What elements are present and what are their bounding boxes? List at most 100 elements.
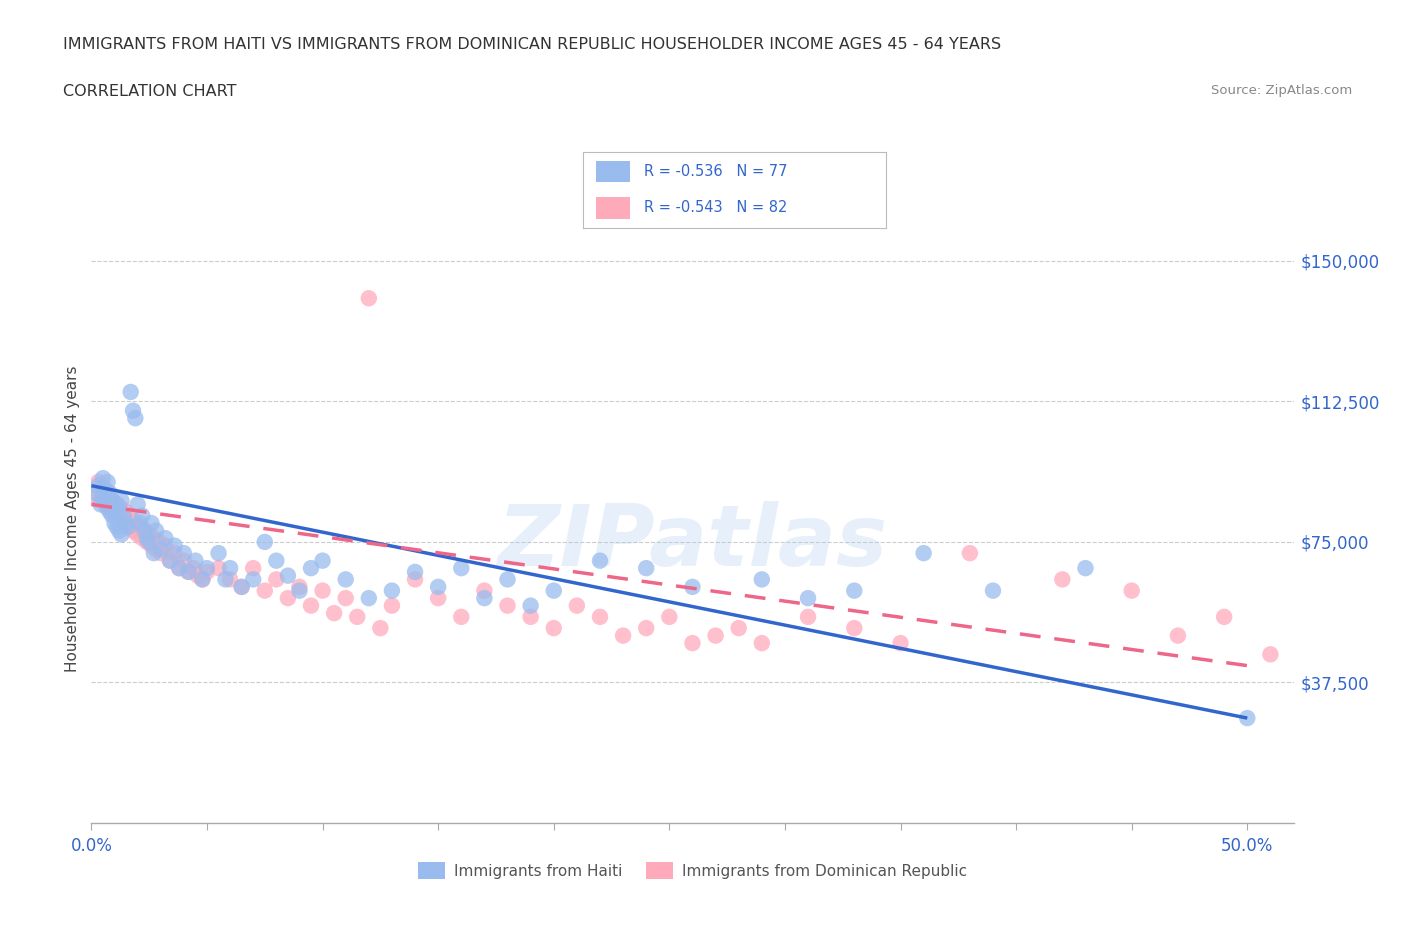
Point: [357, 591, 380, 605]
Point: [959, 546, 981, 561]
Point: [159, 553, 181, 568]
Point: [134, 524, 156, 538]
Point: [1213, 609, 1236, 624]
Point: [108, 512, 131, 527]
Y-axis label: Householder Income Ages 45 - 64 years: Householder Income Ages 45 - 64 years: [65, 365, 80, 671]
Point: [129, 520, 152, 535]
Point: [110, 493, 132, 508]
Text: Source: ZipAtlas.com: Source: ZipAtlas.com: [1212, 84, 1353, 97]
Point: [131, 508, 153, 523]
Point: [242, 561, 264, 576]
Point: [219, 572, 242, 587]
Point: [496, 598, 519, 613]
Point: [474, 591, 496, 605]
Point: [844, 620, 866, 635]
Point: [1167, 628, 1189, 643]
Point: [117, 520, 139, 535]
Point: [277, 591, 299, 605]
Point: [450, 609, 472, 624]
Point: [155, 538, 177, 553]
Point: [149, 546, 172, 561]
Point: [404, 565, 426, 579]
Point: [117, 520, 139, 535]
Point: [519, 598, 541, 613]
Point: [103, 504, 125, 519]
Point: [91, 471, 114, 485]
Point: [101, 508, 124, 523]
Point: [101, 493, 124, 508]
Point: [219, 561, 242, 576]
Point: [1074, 561, 1097, 576]
Point: [163, 546, 186, 561]
Point: [214, 572, 236, 587]
Point: [98, 485, 121, 500]
Point: [636, 561, 658, 576]
Point: [727, 620, 749, 635]
Point: [177, 565, 200, 579]
Bar: [596, 197, 630, 219]
Point: [474, 583, 496, 598]
Point: [427, 591, 450, 605]
Point: [681, 636, 703, 651]
Point: [381, 583, 404, 598]
Point: [288, 583, 311, 598]
Point: [87, 474, 110, 489]
Point: [167, 561, 190, 576]
Point: [681, 579, 703, 594]
Point: [122, 404, 145, 418]
Point: [97, 500, 120, 515]
Point: [115, 516, 138, 531]
Point: [163, 538, 186, 553]
Point: [519, 609, 541, 624]
Point: [589, 553, 612, 568]
Point: [145, 542, 167, 557]
Point: [134, 524, 156, 538]
Point: [277, 568, 299, 583]
Point: [195, 565, 218, 579]
Point: [108, 524, 131, 538]
Point: [335, 591, 357, 605]
Point: [311, 553, 333, 568]
Point: [91, 489, 114, 504]
Text: R = -0.543   N = 82: R = -0.543 N = 82: [644, 200, 787, 215]
Point: [141, 516, 163, 531]
Point: [844, 583, 866, 598]
Point: [191, 572, 214, 587]
Point: [149, 542, 172, 557]
Point: [797, 609, 820, 624]
Point: [357, 291, 380, 306]
Point: [97, 474, 120, 489]
Point: [335, 572, 357, 587]
Point: [127, 497, 149, 512]
Point: [103, 516, 125, 531]
Text: ZIPatlas: ZIPatlas: [498, 501, 887, 584]
Point: [148, 535, 170, 550]
Point: [105, 520, 128, 535]
Point: [381, 598, 404, 613]
Point: [173, 546, 195, 561]
Point: [94, 497, 117, 512]
Point: [589, 609, 612, 624]
Point: [105, 497, 128, 512]
Point: [543, 620, 565, 635]
Point: [195, 561, 218, 576]
Point: [120, 508, 142, 523]
Point: [159, 553, 181, 568]
Point: [167, 561, 190, 576]
Point: [142, 546, 165, 561]
Point: [370, 620, 392, 635]
Point: [94, 493, 117, 508]
Point: [91, 485, 114, 500]
Point: [323, 605, 346, 620]
Point: [299, 561, 322, 576]
Point: [84, 489, 107, 504]
Point: [207, 561, 229, 576]
Text: CORRELATION CHART: CORRELATION CHART: [63, 84, 236, 99]
Point: [565, 598, 588, 613]
Point: [124, 411, 146, 426]
Point: [105, 497, 128, 512]
Point: [1329, 748, 1351, 763]
Point: [450, 561, 472, 576]
Point: [191, 572, 214, 587]
Point: [122, 524, 145, 538]
